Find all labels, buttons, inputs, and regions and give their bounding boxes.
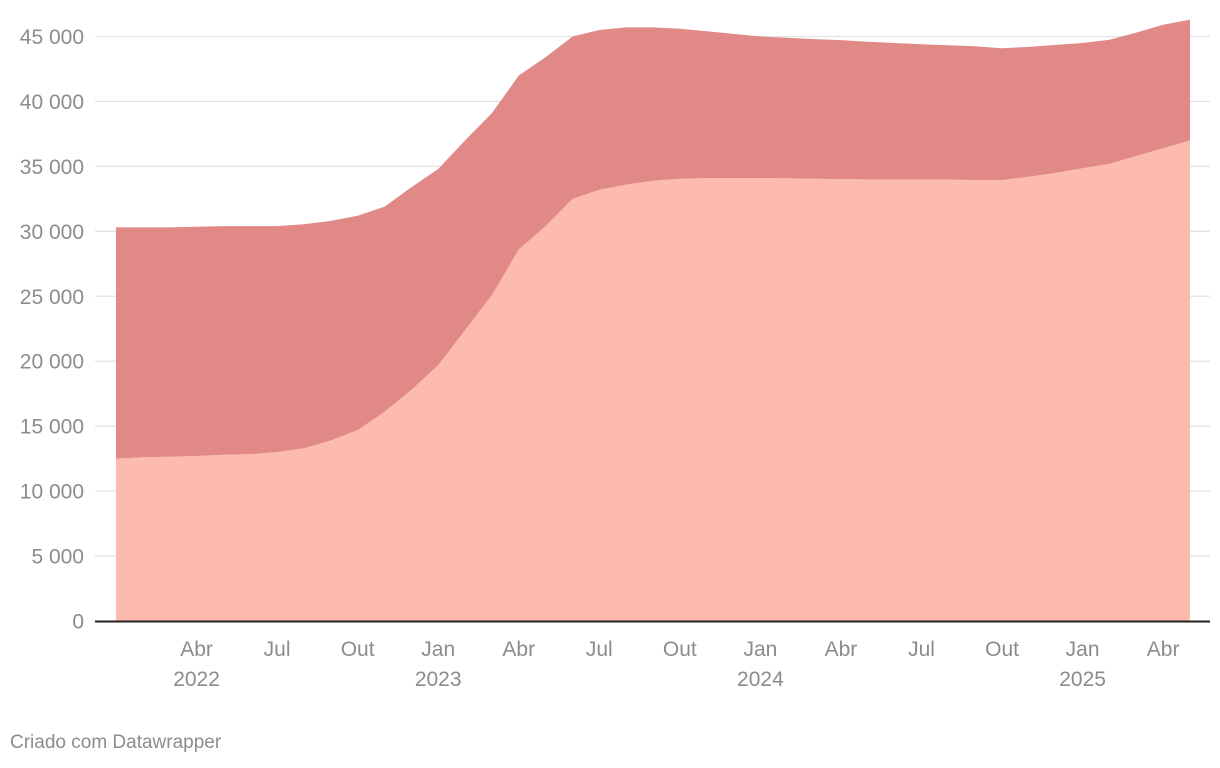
y-tick-label: 35 000 bbox=[20, 156, 84, 179]
y-tick-label: 10 000 bbox=[20, 481, 84, 504]
x-tick-label: Out bbox=[985, 638, 1019, 661]
x-tick-label: Abr bbox=[502, 638, 535, 661]
y-tick-label: 0 bbox=[72, 611, 84, 634]
x-tick-label: Out bbox=[341, 638, 375, 661]
y-tick-label: 45 000 bbox=[20, 26, 84, 49]
x-year-label: 2024 bbox=[737, 668, 784, 691]
y-tick-label: 40 000 bbox=[20, 91, 84, 114]
y-axis-ticks: 0 5 000 10 000 15 000 20 000 25 000 30 000 35 0… bbox=[20, 26, 84, 634]
x-tick-label: Jul bbox=[264, 638, 291, 661]
x-year-label: 2022 bbox=[173, 668, 220, 691]
credit-text: Criado com Datawrapper bbox=[10, 732, 222, 753]
x-year-label: 2025 bbox=[1059, 668, 1106, 691]
x-tick-label: Abr bbox=[825, 638, 858, 661]
y-tick-label: 15 000 bbox=[20, 416, 84, 439]
area-series-1 bbox=[116, 140, 1190, 621]
x-axis-ticks: Abr 2022 Jul Out Jan 2023 Abr Jul Out Jan 2024 Abr J… bbox=[173, 638, 1179, 691]
x-tick-label: Jan bbox=[1066, 638, 1100, 661]
y-tick-label: 5 000 bbox=[31, 546, 84, 569]
area-series bbox=[116, 19, 1190, 621]
y-tick-label: 25 000 bbox=[20, 286, 84, 309]
x-tick-label: Abr bbox=[180, 638, 213, 661]
x-tick-label: Out bbox=[663, 638, 697, 661]
y-tick-label: 30 000 bbox=[20, 221, 84, 244]
y-tick-label: 20 000 bbox=[20, 351, 84, 374]
x-tick-label: Jul bbox=[586, 638, 613, 661]
x-tick-label: Jul bbox=[908, 638, 935, 661]
area-series-2 bbox=[116, 19, 1190, 459]
x-tick-label: Jan bbox=[421, 638, 455, 661]
x-tick-label: Abr bbox=[1147, 638, 1180, 661]
x-year-label: 2023 bbox=[415, 668, 462, 691]
x-tick-label: Jan bbox=[743, 638, 777, 661]
